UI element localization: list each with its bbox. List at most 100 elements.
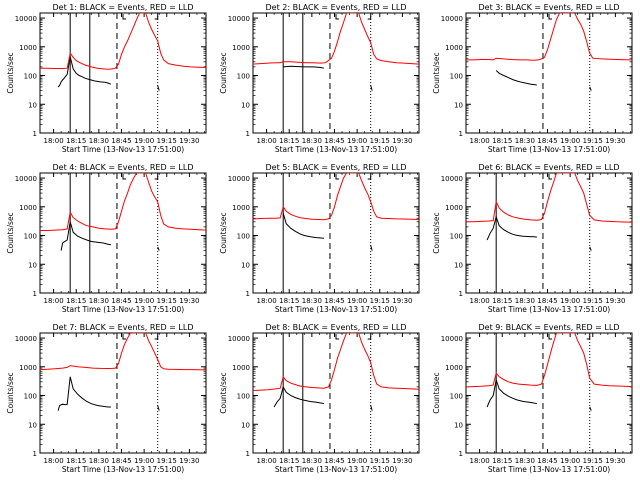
x-tick-label: 18:00: [43, 297, 63, 305]
x-tick-label: 19:30: [179, 457, 199, 465]
x-tick-label: 18:00: [469, 137, 489, 145]
y-tick-label: 10000: [15, 15, 37, 23]
y-tick-label: 100: [24, 393, 37, 401]
y-axis-label: Counts/sec: [219, 372, 228, 413]
detector-panel-7: Det 7: BLACK = Events, RED = LLD 1 10 100 10…: [6, 323, 207, 474]
y-tick-label: 10000: [15, 175, 37, 183]
x-tick-label: 19:00: [134, 297, 154, 305]
x-tick-label: 18:30: [515, 297, 535, 305]
y-tick-label: 10000: [228, 335, 250, 343]
y-tick-label: 10000: [441, 15, 463, 23]
x-tick-label: 19:15: [157, 137, 177, 145]
detector-panel-1: Det 1: BLACK = Events, RED = LLD 1 10 100 10…: [6, 3, 207, 154]
y-tick-label: 1000: [232, 204, 250, 212]
plot-frame: [39, 332, 207, 454]
x-tick-label: 19:30: [605, 137, 625, 145]
series-group: [40, 333, 206, 411]
interval-bracket-left: [335, 174, 340, 180]
y-tick-label: 100: [24, 233, 37, 241]
y-tick-label: 10000: [441, 335, 463, 343]
lld-series-line: [253, 173, 419, 221]
x-tick-label: 19:15: [370, 137, 390, 145]
y-tick-label: 1: [33, 130, 37, 138]
events-series-line: [589, 406, 592, 411]
x-tick-label: 19:00: [560, 137, 580, 145]
x-tick-label: 19:30: [605, 457, 625, 465]
y-axis-label: Counts/sec: [432, 212, 441, 253]
y-tick-label: 10: [28, 261, 37, 269]
y-tick-label: 1000: [232, 364, 250, 372]
detector-panel-9: Det 9: BLACK = Events, RED = LLD 1 10 100 10…: [432, 323, 633, 474]
lld-series-line: [40, 333, 206, 371]
panel-title: Det 2: BLACK = Events, RED = LLD: [266, 3, 407, 12]
panel-title: Det 3: BLACK = Events, RED = LLD: [479, 3, 620, 12]
x-tick-label: 18:30: [302, 137, 322, 145]
x-tick-label: 18:15: [66, 137, 86, 145]
plot-frame: [39, 12, 207, 134]
lld-series-line: [40, 13, 206, 70]
events-series-line: [57, 56, 112, 88]
y-tick-label: 1: [246, 450, 250, 458]
lld-series-line: [40, 173, 206, 231]
plot-frame: [465, 172, 633, 294]
x-tick-label: 19:00: [134, 457, 154, 465]
series-group: [253, 13, 419, 91]
interval-bracket-left: [548, 174, 553, 180]
detector-panel-4: Det 4: BLACK = Events, RED = LLD 1 10 100 10…: [6, 163, 207, 314]
y-tick-label: 100: [237, 73, 250, 81]
interval-bracket-left: [122, 174, 127, 180]
x-tick-label: 18:45: [324, 137, 344, 145]
x-tick-label: 18:45: [324, 457, 344, 465]
interval-bracket-left: [335, 334, 340, 340]
x-axis-label: Start Time (13-Nov-13 17:51:00): [62, 305, 184, 314]
events-series-line: [60, 221, 111, 251]
series-group: [40, 13, 206, 91]
panel-title: Det 1: BLACK = Events, RED = LLD: [53, 3, 194, 12]
x-tick-label: 19:30: [392, 297, 412, 305]
x-tick-label: 18:00: [256, 137, 276, 145]
y-tick-label: 10: [241, 421, 250, 429]
x-axis-label: Start Time (13-Nov-13 17:51:00): [488, 305, 610, 314]
y-tick-label: 1000: [232, 44, 250, 52]
x-tick-label: 19:30: [605, 297, 625, 305]
x-tick-label: 18:45: [537, 137, 557, 145]
y-tick-label: 1000: [445, 364, 463, 372]
plot-frame: [39, 172, 207, 294]
interval-bracket-right: [586, 14, 591, 20]
events-series-line: [283, 65, 325, 69]
x-tick-label: 18:15: [66, 297, 86, 305]
y-tick-label: 10: [454, 101, 463, 109]
y-tick-label: 100: [237, 233, 250, 241]
plot-frame: [465, 332, 633, 454]
series-group: [253, 173, 419, 251]
y-axis-label: Counts/sec: [6, 212, 15, 253]
x-tick-label: 18:45: [324, 297, 344, 305]
x-tick-label: 18:00: [469, 297, 489, 305]
events-series-line: [370, 405, 373, 411]
y-tick-label: 10: [454, 421, 463, 429]
x-tick-label: 18:30: [302, 297, 322, 305]
events-series-line: [370, 245, 373, 251]
interval-bracket-right: [154, 334, 159, 340]
x-tick-label: 18:45: [111, 137, 131, 145]
y-axis-label: Counts/sec: [219, 212, 228, 253]
x-tick-label: 19:15: [157, 297, 177, 305]
y-tick-label: 10: [241, 101, 250, 109]
x-tick-label: 19:30: [179, 297, 199, 305]
plot-frame: [252, 172, 420, 294]
x-tick-label: 19:15: [157, 457, 177, 465]
events-series-line: [157, 85, 160, 91]
plot-frame: [465, 12, 633, 134]
x-tick-label: 19:00: [134, 137, 154, 145]
y-tick-label: 10000: [228, 175, 250, 183]
x-axis-label: Start Time (13-Nov-13 17:51:00): [275, 305, 397, 314]
panel-title: Det 6: BLACK = Events, RED = LLD: [479, 163, 620, 172]
y-tick-label: 10: [454, 261, 463, 269]
y-axis-label: Counts/sec: [432, 52, 441, 93]
x-tick-label: 19:30: [392, 137, 412, 145]
y-tick-label: 10000: [228, 15, 250, 23]
x-tick-label: 19:15: [370, 457, 390, 465]
x-tick-label: 18:30: [302, 457, 322, 465]
events-series-line: [370, 85, 373, 91]
y-tick-label: 1000: [445, 204, 463, 212]
